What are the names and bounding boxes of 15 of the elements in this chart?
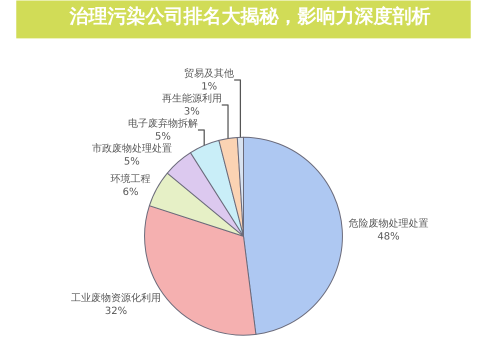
slice-label: 环境工程	[110, 173, 151, 186]
data-label: 5%	[155, 131, 171, 142]
data-label: 3%	[184, 106, 200, 118]
data-label: 5%	[124, 156, 140, 168]
data-label: 6%	[122, 187, 138, 198]
slice-label: 再生能源利用	[162, 92, 222, 104]
slice-label: 危险废物处理处置	[348, 217, 428, 230]
data-label: 32%	[104, 306, 128, 317]
chart-title: 治理污染公司排名大揭秘，影响力深度剖析	[68, 5, 430, 28]
slice-label: 电子废弃物拆解	[128, 117, 198, 130]
slice-label: 市政废物处理处置	[92, 142, 172, 154]
slice-label: 贸易及其他	[184, 67, 234, 80]
data-label: 48%	[377, 231, 400, 242]
slice-label: 工业废物资源化利用	[71, 292, 162, 304]
data-label: 1%	[201, 81, 218, 92]
